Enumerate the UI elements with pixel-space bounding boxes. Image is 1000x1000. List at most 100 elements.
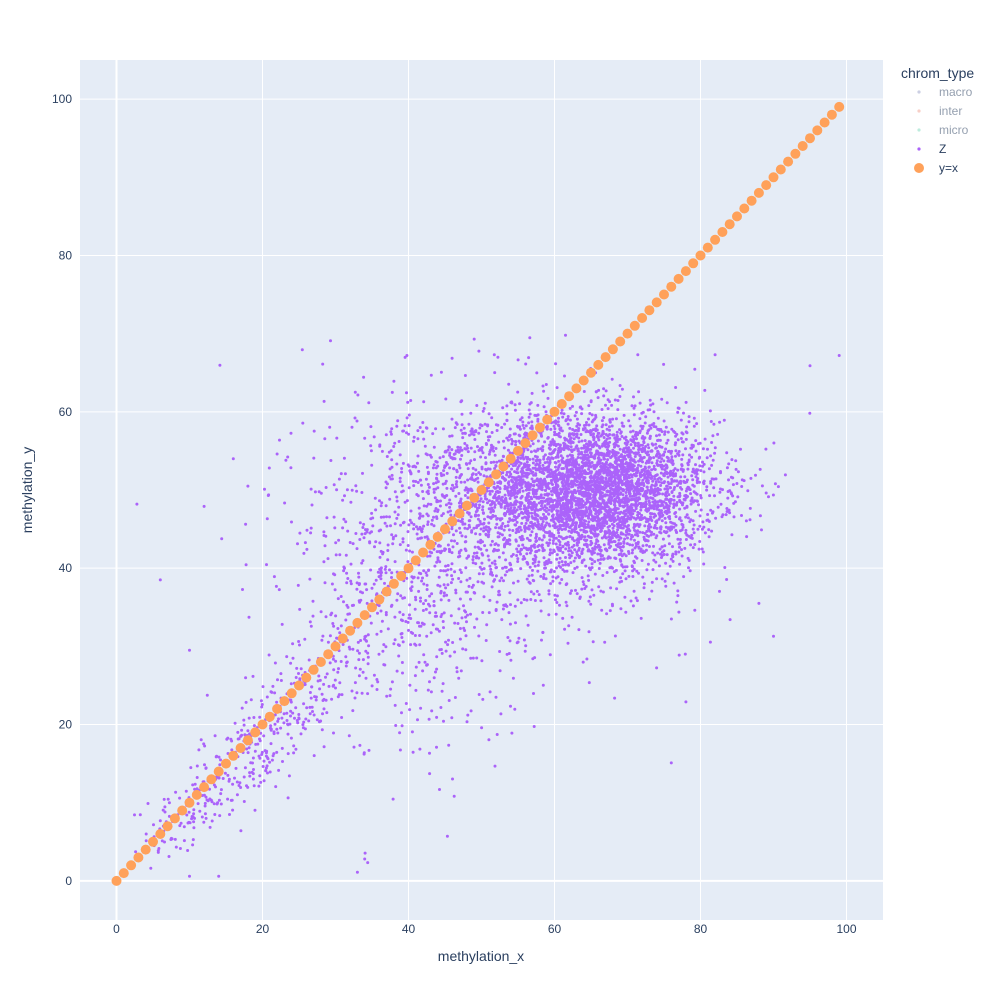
z-point bbox=[499, 498, 503, 502]
z-point bbox=[598, 497, 602, 501]
z-point bbox=[527, 580, 531, 584]
z-point bbox=[729, 491, 733, 495]
z-point bbox=[604, 433, 608, 436]
z-point bbox=[520, 486, 524, 490]
z-point bbox=[709, 480, 713, 483]
z-point bbox=[581, 428, 585, 432]
z-point bbox=[719, 471, 722, 475]
z-point bbox=[582, 424, 586, 427]
z-point bbox=[564, 563, 567, 567]
z-point bbox=[618, 519, 622, 523]
z-point bbox=[547, 512, 551, 516]
z-point bbox=[593, 547, 597, 551]
z-point bbox=[604, 454, 608, 457]
z-point bbox=[621, 526, 625, 530]
z-point bbox=[585, 456, 589, 460]
z-point bbox=[608, 420, 612, 424]
z-point bbox=[707, 528, 711, 532]
grid-lines bbox=[80, 60, 883, 920]
z-point bbox=[247, 615, 251, 619]
z-point bbox=[500, 458, 504, 462]
z-point bbox=[667, 510, 671, 514]
z-point bbox=[616, 515, 620, 518]
z-point bbox=[466, 478, 470, 482]
z-point bbox=[454, 588, 458, 592]
z-point bbox=[493, 371, 497, 375]
z-point bbox=[416, 437, 420, 441]
z-point bbox=[517, 478, 520, 482]
z-point bbox=[529, 590, 533, 594]
z-point bbox=[395, 516, 399, 520]
z-point bbox=[469, 429, 473, 433]
z-point bbox=[622, 552, 626, 556]
z-point bbox=[523, 649, 527, 653]
z-point bbox=[677, 406, 681, 410]
z-point bbox=[613, 534, 617, 538]
z-point bbox=[530, 391, 534, 395]
z-point bbox=[446, 543, 450, 547]
z-point bbox=[714, 477, 718, 481]
z-point bbox=[471, 555, 475, 559]
z-point bbox=[642, 455, 646, 459]
z-point bbox=[664, 584, 668, 588]
z-point bbox=[625, 503, 629, 507]
z-point bbox=[349, 582, 353, 586]
z-point bbox=[509, 401, 513, 404]
z-point bbox=[496, 535, 500, 539]
z-point bbox=[586, 448, 590, 452]
z-point bbox=[655, 666, 659, 670]
z-point bbox=[689, 446, 693, 450]
z-point bbox=[372, 582, 376, 586]
z-point bbox=[487, 558, 491, 562]
z-point bbox=[582, 558, 586, 562]
z-point bbox=[436, 583, 440, 587]
z-point bbox=[547, 508, 551, 512]
z-point bbox=[511, 480, 515, 484]
z-point bbox=[679, 519, 683, 523]
z-point bbox=[754, 473, 757, 477]
z-point bbox=[374, 540, 378, 544]
z-point bbox=[708, 409, 712, 413]
z-point bbox=[655, 459, 659, 463]
z-point bbox=[577, 628, 581, 632]
z-point bbox=[361, 471, 364, 475]
z-point bbox=[705, 456, 709, 460]
z-point bbox=[568, 556, 572, 560]
z-point bbox=[658, 492, 661, 496]
z-point bbox=[537, 467, 541, 470]
z-point bbox=[549, 497, 553, 501]
z-point bbox=[610, 450, 614, 454]
z-point bbox=[635, 490, 639, 494]
z-point bbox=[583, 476, 587, 480]
z-point bbox=[612, 548, 616, 552]
z-point bbox=[641, 435, 645, 438]
z-point bbox=[698, 441, 702, 445]
z-point bbox=[567, 501, 571, 505]
z-point bbox=[517, 460, 521, 464]
z-point bbox=[586, 574, 590, 578]
z-point bbox=[523, 527, 527, 531]
z-point bbox=[555, 566, 558, 570]
z-point bbox=[610, 602, 614, 606]
z-point bbox=[625, 443, 629, 447]
z-point bbox=[561, 415, 565, 419]
z-point bbox=[540, 470, 544, 474]
z-point bbox=[716, 432, 720, 436]
z-point bbox=[627, 574, 631, 578]
z-point bbox=[650, 449, 654, 453]
z-point bbox=[641, 575, 645, 579]
z-point bbox=[580, 412, 584, 416]
z-point bbox=[590, 461, 594, 464]
z-point bbox=[678, 507, 682, 511]
z-point bbox=[551, 475, 555, 479]
z-point bbox=[536, 403, 540, 407]
z-point bbox=[548, 505, 552, 509]
z-point bbox=[557, 471, 561, 475]
z-point bbox=[691, 467, 695, 471]
z-point bbox=[551, 457, 555, 460]
z-point bbox=[507, 491, 511, 495]
z-point bbox=[511, 529, 515, 532]
z-point bbox=[551, 438, 555, 442]
z-point bbox=[500, 576, 504, 580]
z-point bbox=[699, 496, 703, 500]
